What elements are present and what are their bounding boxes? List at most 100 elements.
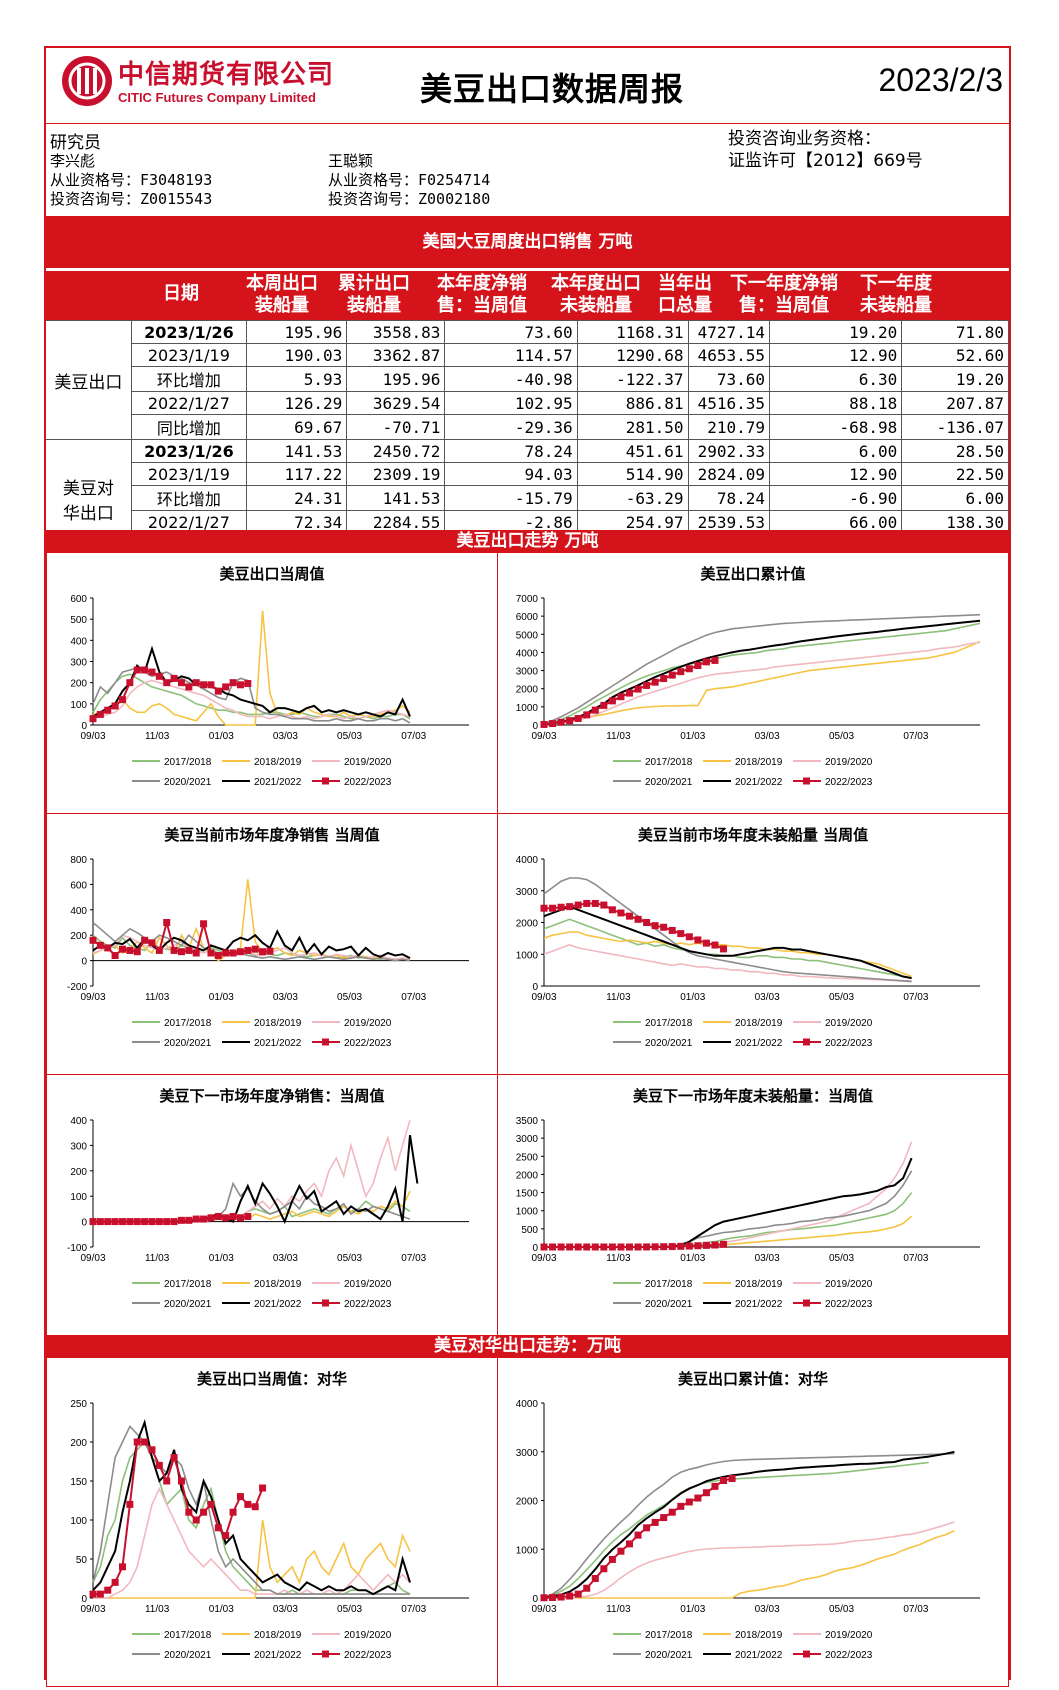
data-point-marker [200, 1215, 208, 1223]
row-value-cell: 78.24 [444, 439, 578, 463]
data-point-marker [236, 948, 244, 956]
series-line-2022-2023 [93, 1215, 248, 1223]
x-tick-label: 05/03 [829, 731, 854, 742]
legend-marker [322, 1650, 329, 1658]
y-tick-label: 4000 [516, 648, 539, 659]
y-tick-label: 0 [81, 1594, 87, 1605]
row-value-cell: 514.90 [576, 462, 689, 486]
x-tick-label: 05/03 [829, 992, 854, 1003]
data-point-marker [685, 665, 693, 673]
y-tick-label: 100 [70, 700, 87, 711]
data-point-marker [177, 1477, 185, 1485]
legend-label: 2019/2020 [825, 1018, 873, 1029]
row-value-cell: 73.60 [687, 366, 771, 392]
data-point-marker [643, 681, 651, 689]
row-value-cell: 102.95 [444, 391, 578, 415]
x-tick-label: 01/03 [680, 1604, 705, 1615]
data-point-marker [720, 1240, 728, 1248]
data-point-marker [126, 946, 134, 954]
row-value-cell: -6.90 [769, 485, 903, 511]
legend-label: 2019/2020 [344, 1630, 392, 1641]
x-tick-label: 09/03 [531, 1604, 556, 1615]
citic-logo-icon [62, 56, 112, 106]
row-date-cell: 2023/1/26 [130, 439, 248, 463]
x-tick-label: 09/03 [80, 992, 105, 1003]
analyst-role: 研究员 [50, 133, 101, 153]
data-point-marker [651, 678, 659, 686]
legend-label: 2018/2019 [254, 1279, 302, 1290]
data-point-marker [625, 1243, 633, 1251]
y-tick-label: -100 [67, 1243, 87, 1254]
data-point-marker [608, 906, 616, 914]
data-point-marker [549, 720, 557, 728]
y-tick-label: 200 [70, 679, 87, 690]
x-tick-label: 05/03 [829, 1604, 854, 1615]
x-tick-label: 03/03 [273, 992, 298, 1003]
row-value-cell: 69.67 [245, 414, 348, 440]
y-tick-label: 3000 [516, 667, 539, 678]
data-point-marker [222, 1214, 230, 1222]
row-value-cell: 190.03 [245, 343, 348, 367]
report-header: 中信期货有限公司 CITIC Futures Company Limited 美… [46, 48, 1009, 124]
chart-china-weekly: 0 50 100 150 200 250 09/03 11/03 01/03 03/03 05/03… [70, 1399, 469, 1661]
y-tick-label: 1000 [516, 1545, 539, 1556]
legend-marker [803, 1650, 810, 1658]
row-value-cell: 5.93 [245, 366, 348, 392]
row-value-cell: 117.22 [245, 462, 348, 486]
legend-label: 2021/2022 [735, 1650, 783, 1661]
report-date: 2023/2/3 [878, 62, 1003, 98]
data-point-marker [566, 903, 574, 911]
chart-cell-7: 美豆出口当周值：对华 0 50 100 150 200 250 09/03 11/03 01/03… [46, 1357, 498, 1687]
data-point-marker [170, 946, 178, 954]
y-tick-label: 1500 [516, 1189, 539, 1200]
data-point-marker [677, 1242, 685, 1250]
y-tick-label: 1000 [516, 950, 539, 961]
y-tick-label: 200 [70, 931, 87, 942]
data-point-marker [634, 915, 642, 923]
row-value-cell: 3558.83 [346, 320, 446, 344]
data-point-marker [634, 685, 642, 693]
x-tick-label: 01/03 [209, 1604, 234, 1615]
x-tick-label: 07/03 [401, 1253, 426, 1264]
legend-label: 2019/2020 [825, 1630, 873, 1641]
data-point-marker [702, 1241, 710, 1249]
x-tick-label: 03/03 [755, 1253, 780, 1264]
data-point-marker [549, 1243, 557, 1251]
legend-label: 2022/2023 [825, 1650, 873, 1661]
data-point-marker [549, 904, 557, 912]
analyst-info: 研究员 李兴彪 从业资格号：F3048193 投资咨询号：Z0015543 王聪… [46, 124, 1009, 264]
col-header-5: 当年出 口总量 [658, 273, 712, 316]
chart-current-net-sales: -200 0 200 400 600 800 09/03 11/03 01/03 03/03 05/… [67, 855, 469, 1049]
data-point-marker [720, 945, 728, 953]
license-label: 投资咨询业务资格： [728, 129, 881, 149]
y-tick-label: 2000 [516, 1497, 539, 1508]
data-point-marker [207, 949, 215, 957]
analyst1-name: 李兴彪 [50, 152, 96, 170]
legend-label: 2017/2018 [164, 1279, 212, 1290]
data-point-marker [251, 1503, 259, 1511]
legend-label: 2020/2021 [164, 1650, 212, 1661]
legend-label: 2017/2018 [645, 757, 693, 768]
series-line-2019-2020 [93, 1119, 411, 1223]
data-point-marker [574, 1590, 582, 1598]
x-tick-label: 09/03 [80, 1253, 105, 1264]
legend-label: 2021/2022 [254, 1650, 302, 1661]
data-point-marker [702, 658, 710, 666]
table-row: 美豆对 华出口 2023/1/26 141.53 2450.72 78.24 451.61 2… [46, 439, 1009, 559]
row-value-cell: -63.29 [576, 485, 689, 511]
data-point-marker [133, 948, 141, 956]
data-point-marker [126, 679, 134, 687]
row-value-cell: 195.96 [346, 366, 446, 392]
data-point-marker [711, 1241, 719, 1249]
row-value-cell: -40.98 [444, 366, 578, 392]
data-point-marker [617, 909, 625, 917]
china-trend-title: 美豆对华出口走势：万吨 [46, 1335, 1009, 1357]
company-name-cn: 中信期货有限公司 [118, 60, 335, 90]
data-point-marker [591, 1243, 599, 1251]
legend-label: 2022/2023 [344, 1650, 392, 1661]
y-tick-label: 400 [70, 1116, 87, 1127]
series-line-2021-2022 [92, 1418, 411, 1596]
data-point-marker [574, 1243, 582, 1251]
data-point-marker [89, 1218, 97, 1226]
data-point-marker [141, 666, 149, 674]
